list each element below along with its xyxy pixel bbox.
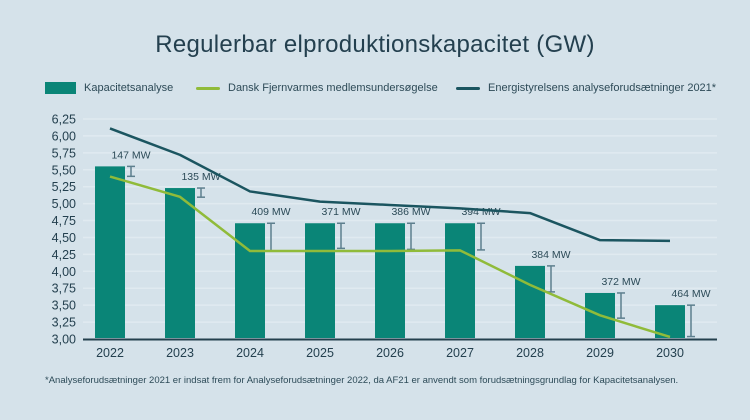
y-tick-label: 6,25 — [52, 113, 76, 127]
x-tick-label-2028: 2028 — [516, 346, 544, 360]
legend-item-kapacitetsanalyse: Kapacitetsanalyse — [45, 80, 173, 96]
line-dansk-fjernvarme — [109, 175, 671, 339]
line-energistyrelsen — [109, 127, 671, 243]
x-tick-label-2024: 2024 — [236, 346, 264, 360]
footnote: *Analyseforudsætninger 2021 er indsat fr… — [45, 375, 679, 386]
y-tick-label: 3,00 — [52, 333, 76, 347]
mw-label-2029: 372 MW — [601, 276, 640, 288]
x-tick-label-2029: 2029 — [586, 346, 614, 360]
bar-2027 — [445, 223, 475, 338]
bar-2023 — [165, 188, 195, 338]
legend-label-kapacitetsanalyse: Kapacitetsanalyse — [84, 82, 174, 94]
bar-2025 — [305, 223, 335, 338]
y-tick-label: 3,75 — [52, 282, 76, 296]
x-tick-label-2030: 2030 — [656, 346, 684, 360]
legend-label-dansk-fjernvarme: Dansk Fjernvarmes medlemsundersøgelse — [228, 82, 438, 94]
legend-label-energistyrelsen: Energistyrelsens analyseforudsætninger 2… — [488, 82, 717, 94]
x-tick-label-2022: 2022 — [96, 346, 124, 360]
x-tick-label-2023: 2023 — [166, 346, 194, 360]
y-tick-label: 4,75 — [52, 214, 76, 228]
x-tick-label-2027: 2027 — [446, 346, 474, 360]
y-tick-label: 5,50 — [52, 163, 76, 177]
y-tick-label: 4,25 — [52, 248, 76, 262]
y-tick-label: 3,25 — [52, 316, 76, 330]
mw-label-2024: 409 MW — [251, 206, 290, 218]
mw-label-2028: 384 MW — [531, 249, 570, 261]
y-tick-label: 3,50 — [52, 299, 76, 313]
mw-label-2022: 147 MW — [111, 149, 150, 161]
y-tick-label: 6,00 — [52, 129, 76, 143]
mw-label-2025: 371 MW — [321, 206, 360, 218]
bar-2024 — [235, 223, 265, 338]
legend-swatch-bar-icon — [45, 82, 76, 94]
x-tick-label-2026: 2026 — [376, 346, 404, 360]
y-tick-label: 4,00 — [52, 265, 76, 279]
legend-swatch-dark-line-icon — [456, 86, 480, 90]
mw-label-2030: 464 MW — [671, 288, 710, 300]
bar-2026 — [375, 223, 405, 338]
x-tick-label-2025: 2025 — [306, 346, 334, 360]
y-tick-label: 5,00 — [52, 197, 76, 211]
legend-item-energistyrelsen: Energistyrelsens analyseforudsætninger 2… — [456, 80, 716, 96]
mw-label-2023: 135 MW — [181, 171, 220, 183]
bar-2030 — [655, 305, 685, 338]
y-tick-label: 4,50 — [52, 231, 76, 245]
chart-title: Regulerbar elproduktionskapacitet (GW) — [155, 31, 595, 58]
legend-swatch-green-line-icon — [196, 86, 220, 90]
y-tick-label: 5,75 — [52, 146, 76, 160]
bar-2028 — [515, 265, 545, 338]
legend-item-dansk-fjernvarme: Dansk Fjernvarmes medlemsundersøgelse — [196, 80, 438, 96]
y-tick-label: 5,25 — [52, 180, 76, 194]
mw-label-2026: 386 MW — [391, 206, 430, 218]
bar-2022 — [95, 166, 125, 338]
